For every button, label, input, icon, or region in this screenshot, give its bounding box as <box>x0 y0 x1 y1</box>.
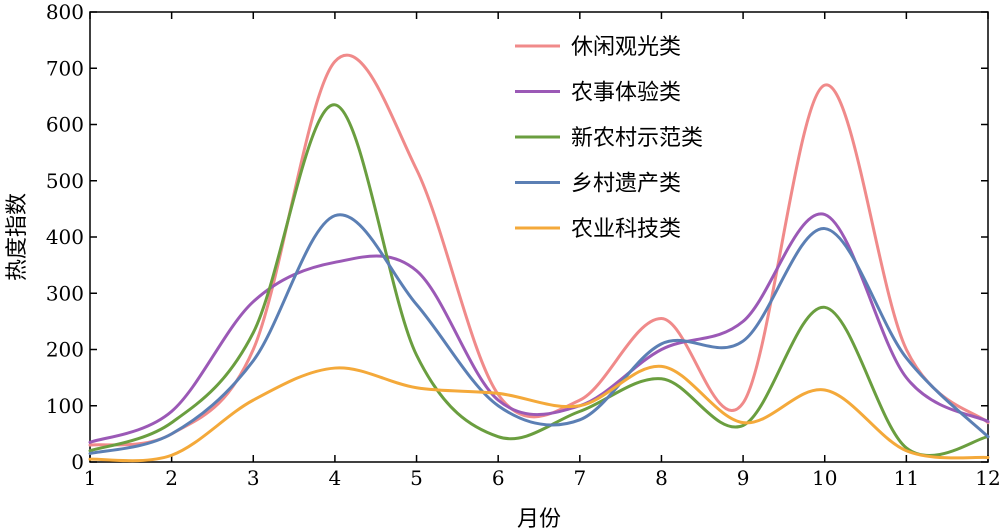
legend-label: 乡村遗产类 <box>571 172 681 197</box>
y-tick-label: 0 <box>71 450 84 474</box>
y-tick-label: 800 <box>46 0 84 24</box>
x-tick-label: 10 <box>812 466 837 490</box>
series-line-2 <box>88 212 990 444</box>
y-tick-label: 500 <box>46 169 84 193</box>
x-tick-label: 11 <box>894 466 919 490</box>
x-tick-label: 4 <box>329 466 342 490</box>
legend-label: 新农村示范类 <box>571 126 703 151</box>
series-lines <box>88 53 990 463</box>
series-line-3 <box>88 103 990 457</box>
y-axis: 0 100 200 300 400 500 600 700 800 <box>46 0 988 474</box>
x-tick-label: 9 <box>737 466 750 490</box>
legend-label: 农业科技类 <box>571 217 681 242</box>
y-tick-label: 400 <box>46 225 84 249</box>
x-tick-label: 8 <box>655 466 668 490</box>
x-axis-title: 月份 <box>517 507 561 531</box>
series-line-5 <box>88 364 990 463</box>
y-tick-label: 700 <box>46 56 84 80</box>
x-tick-label: 1 <box>84 466 97 490</box>
x-tick-label: 12 <box>975 466 1000 490</box>
series-line-1 <box>88 53 990 447</box>
series-line-4 <box>88 213 990 456</box>
x-tick-label: 6 <box>492 466 505 490</box>
x-tick-label: 7 <box>573 466 586 490</box>
legend-label: 农事体验类 <box>571 81 681 106</box>
x-tick-label: 5 <box>410 466 423 490</box>
y-tick-label: 200 <box>46 338 84 362</box>
y-tick-label: 600 <box>46 113 84 137</box>
y-axis-title: 热度指数 <box>5 193 30 281</box>
x-tick-label: 2 <box>165 466 178 490</box>
x-axis: 1 2 3 4 5 6 7 8 9 10 11 12 <box>84 12 1000 490</box>
y-tick-label: 300 <box>46 281 84 305</box>
y-tick-label: 100 <box>46 394 84 418</box>
x-tick-label: 3 <box>247 466 260 490</box>
legend-label: 休闲观光类 <box>571 35 681 60</box>
